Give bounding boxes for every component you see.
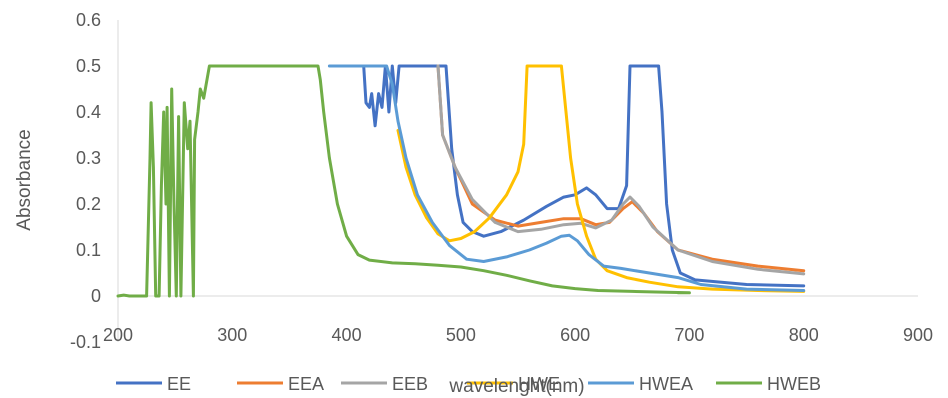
axes (117, 20, 918, 342)
series-line-hwea (327, 64, 806, 292)
legend-label: EE (167, 374, 191, 394)
y-tick-label: -0.1 (70, 332, 101, 352)
y-axis-title: Absorbance (14, 129, 35, 230)
x-tick-label: 300 (217, 325, 247, 345)
x-tick-label: 900 (903, 325, 933, 345)
series-line-ee (362, 64, 806, 288)
x-tick-label: 400 (332, 325, 362, 345)
series-lines (116, 64, 806, 298)
x-tick-label: 600 (560, 325, 590, 345)
series-line-eea (436, 64, 806, 273)
x-tick-labels: 200 300 400 500 600 700 800 900 (103, 325, 933, 345)
legend-label: HWEB (767, 374, 821, 394)
y-tick-label: 0.3 (76, 148, 101, 168)
x-tick-label: 500 (446, 325, 476, 345)
x-axis-title: wavelenght(nm) (448, 376, 584, 397)
series-line-hweb (116, 64, 691, 298)
legend-label: EEB (392, 374, 428, 394)
x-tick-label: 700 (674, 325, 704, 345)
legend-label: HWEA (639, 374, 693, 394)
series-line-eeb (436, 64, 806, 276)
y-tick-label: 0.2 (76, 194, 101, 214)
legend: EE EEA EEB HWE HWEA HWEB (116, 374, 821, 394)
legend-label: HWE (518, 374, 560, 394)
legend-label: EEA (288, 374, 324, 394)
y-tick-label: 0.4 (76, 102, 101, 122)
x-tick-label: 800 (789, 325, 819, 345)
y-tick-labels: -0.1 0 0.1 0.2 0.3 0.4 0.5 0.6 (70, 10, 101, 352)
y-tick-label: 0.5 (76, 56, 101, 76)
y-tick-label: 0.6 (76, 10, 101, 30)
y-tick-label: 0 (91, 286, 101, 306)
x-tick-label: 200 (103, 325, 133, 345)
y-tick-label: 0.1 (76, 240, 101, 260)
